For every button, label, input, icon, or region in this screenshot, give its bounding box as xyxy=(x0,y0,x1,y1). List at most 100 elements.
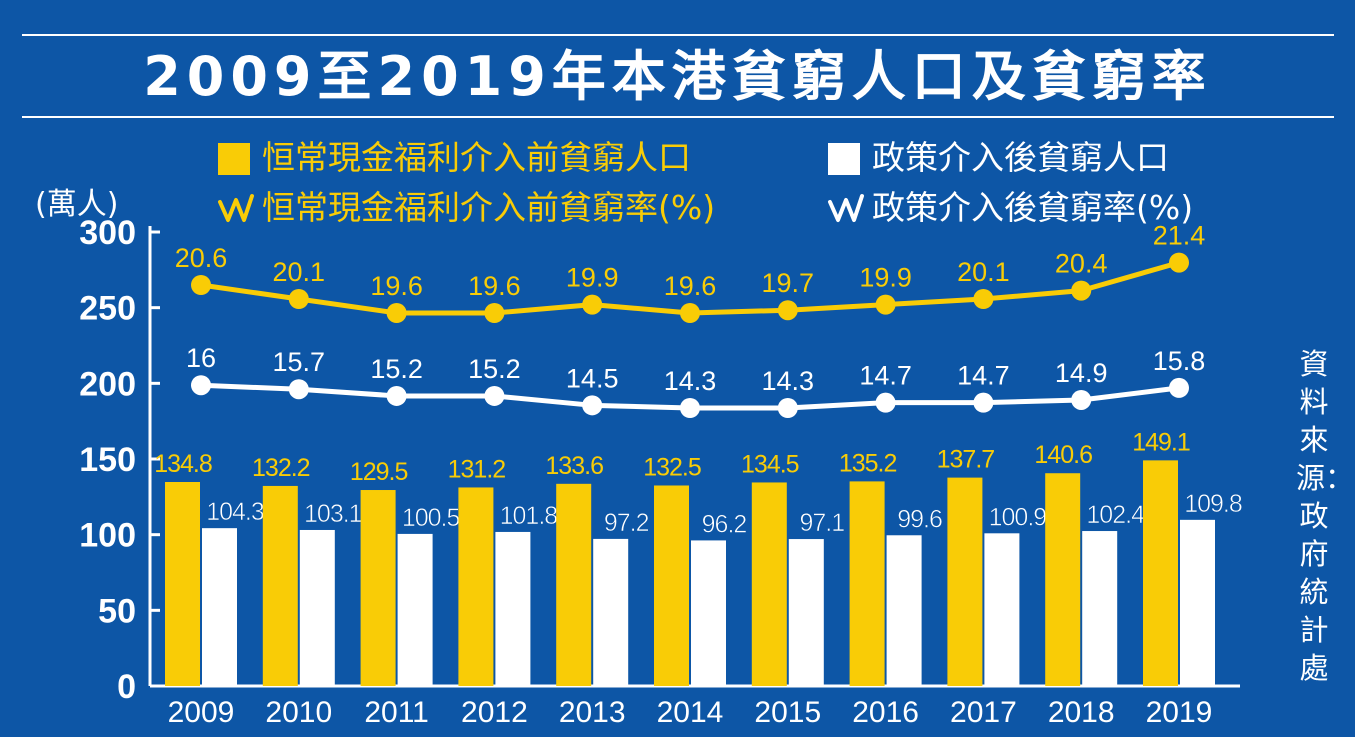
bar-post-population xyxy=(397,533,433,686)
data-label-post-population: 103.1 xyxy=(304,500,362,528)
marker-pre-rate xyxy=(288,289,309,309)
marker-pre-rate xyxy=(1071,280,1092,301)
bar-post-population xyxy=(593,538,629,686)
bar-pre-population xyxy=(262,485,298,686)
data-label-pre-population: 137.7 xyxy=(937,446,995,474)
legend-pre-population-swatch xyxy=(218,143,250,175)
bar-pre-population xyxy=(360,490,396,686)
data-label-pre-rate: 21.4 xyxy=(1153,221,1206,251)
bar-pre-population xyxy=(654,485,689,686)
marker-pre-rate xyxy=(386,303,407,323)
data-label-post-population: 100.9 xyxy=(989,503,1047,531)
data-label-post-rate: 14.3 xyxy=(762,366,815,396)
legend-post-rate: 政策介入後貧窮率(%) xyxy=(872,188,1194,227)
data-label-pre-rate: 19.6 xyxy=(664,271,717,301)
data-label-pre-rate: 19.7 xyxy=(762,268,815,298)
data-label-pre-population: 134.5 xyxy=(741,450,799,478)
data-label-post-population: 109.8 xyxy=(1184,490,1242,518)
marker-pre-rate xyxy=(191,275,211,295)
y-axis-unit-label: (萬人) xyxy=(35,187,119,222)
bar-post-population xyxy=(299,529,335,686)
bar-post-population xyxy=(495,531,531,686)
marker-post-rate xyxy=(191,375,211,396)
data-label-pre-population: 132.5 xyxy=(643,453,701,481)
marker-post-rate xyxy=(777,398,798,418)
bar-pre-population xyxy=(1143,460,1178,686)
data-label-pre-rate: 19.9 xyxy=(566,263,619,293)
x-tick-label: 2015 xyxy=(754,696,821,729)
x-tick-label: 2009 xyxy=(168,696,235,729)
x-tick-label: 2016 xyxy=(852,696,919,729)
data-label-post-rate: 14.3 xyxy=(664,366,717,396)
data-label-pre-population: 133.6 xyxy=(545,452,603,480)
legend-pre-rate: 恒常現金福利介入前貧窮率(%) xyxy=(262,188,716,227)
marker-pre-rate xyxy=(1169,252,1189,273)
data-label-post-rate: 14.7 xyxy=(957,361,1010,391)
y-tick-label: 250 xyxy=(79,290,136,328)
marker-post-rate xyxy=(386,385,407,406)
title-bottom-rule xyxy=(22,116,1334,118)
y-tick-label: 0 xyxy=(117,668,136,706)
bar-pre-population xyxy=(751,482,787,686)
marker-post-rate xyxy=(288,379,309,400)
data-label-pre-population: 129.5 xyxy=(350,458,408,486)
x-tick-label: 2013 xyxy=(559,696,626,729)
data-label-post-population: 101.8 xyxy=(500,502,558,530)
marker-pre-rate xyxy=(484,303,505,323)
marker-pre-rate xyxy=(582,294,603,315)
bar-post-population xyxy=(886,535,922,686)
x-tick-label: 2011 xyxy=(364,696,429,729)
bar-post-population xyxy=(691,540,726,686)
data-label-pre-rate: 20.1 xyxy=(957,257,1010,287)
data-label-pre-rate: 20.4 xyxy=(1055,249,1108,279)
data-label-post-rate: 14.9 xyxy=(1055,358,1108,388)
x-tick-label: 2017 xyxy=(950,696,1017,729)
data-label-pre-population: 149.1 xyxy=(1132,428,1190,456)
data-label-post-population: 99.6 xyxy=(897,505,942,533)
data-label-post-population: 97.2 xyxy=(604,509,649,537)
data-label-post-population: 97.1 xyxy=(799,509,844,537)
legend-post-rate-zigzag-icon xyxy=(828,194,864,222)
marker-post-rate xyxy=(1169,377,1189,398)
legend-post-population: 政策介入後貧窮人口 xyxy=(872,138,1169,177)
data-label-post-population: 102.4 xyxy=(1086,501,1145,529)
bar-pre-population xyxy=(947,477,983,686)
data-label-post-rate: 15.2 xyxy=(370,354,423,384)
bar-pre-population xyxy=(849,481,885,686)
data-label-post-rate: 14.5 xyxy=(566,363,619,393)
bar-pre-population xyxy=(1045,473,1081,686)
marker-post-rate xyxy=(484,385,505,406)
data-label-pre-rate: 19.6 xyxy=(370,271,423,301)
marker-pre-rate xyxy=(973,289,994,309)
marker-post-rate xyxy=(1071,389,1092,410)
data-label-post-rate: 15.7 xyxy=(273,347,326,377)
data-label-pre-rate: 19.9 xyxy=(859,263,912,293)
data-label-pre-population: 134.8 xyxy=(154,450,212,478)
bar-post-population xyxy=(202,528,237,686)
marker-post-rate xyxy=(680,398,700,418)
legend-pre-rate-zigzag-icon xyxy=(218,194,254,222)
data-label-pre-rate: 20.6 xyxy=(175,243,228,273)
data-label-pre-rate: 20.1 xyxy=(273,257,326,287)
bar-pre-population xyxy=(165,482,200,686)
bar-pre-population xyxy=(556,483,592,686)
marker-pre-rate xyxy=(680,303,700,323)
data-label-pre-population: 132.2 xyxy=(252,454,310,482)
title-top-rule xyxy=(22,34,1334,36)
data-label-post-rate: 14.7 xyxy=(859,361,912,391)
chart-title: 2009至2019年本港貧窮人口及貧窮率 xyxy=(143,45,1212,108)
marker-post-rate xyxy=(973,392,994,413)
bar-pre-population xyxy=(458,487,494,686)
data-label-pre-population: 135.2 xyxy=(839,449,897,477)
data-label-post-rate: 15.2 xyxy=(468,354,521,384)
data-label-post-rate: 16 xyxy=(186,343,216,373)
legend-post-population-swatch xyxy=(828,143,860,175)
x-tick-label: 2010 xyxy=(265,696,332,729)
source-note: 資料來源：政府統計處 xyxy=(1296,347,1355,685)
bar-post-population xyxy=(1082,531,1118,686)
marker-pre-rate xyxy=(777,300,798,321)
y-tick-label: 100 xyxy=(79,517,136,555)
bar-post-population xyxy=(1180,519,1215,686)
